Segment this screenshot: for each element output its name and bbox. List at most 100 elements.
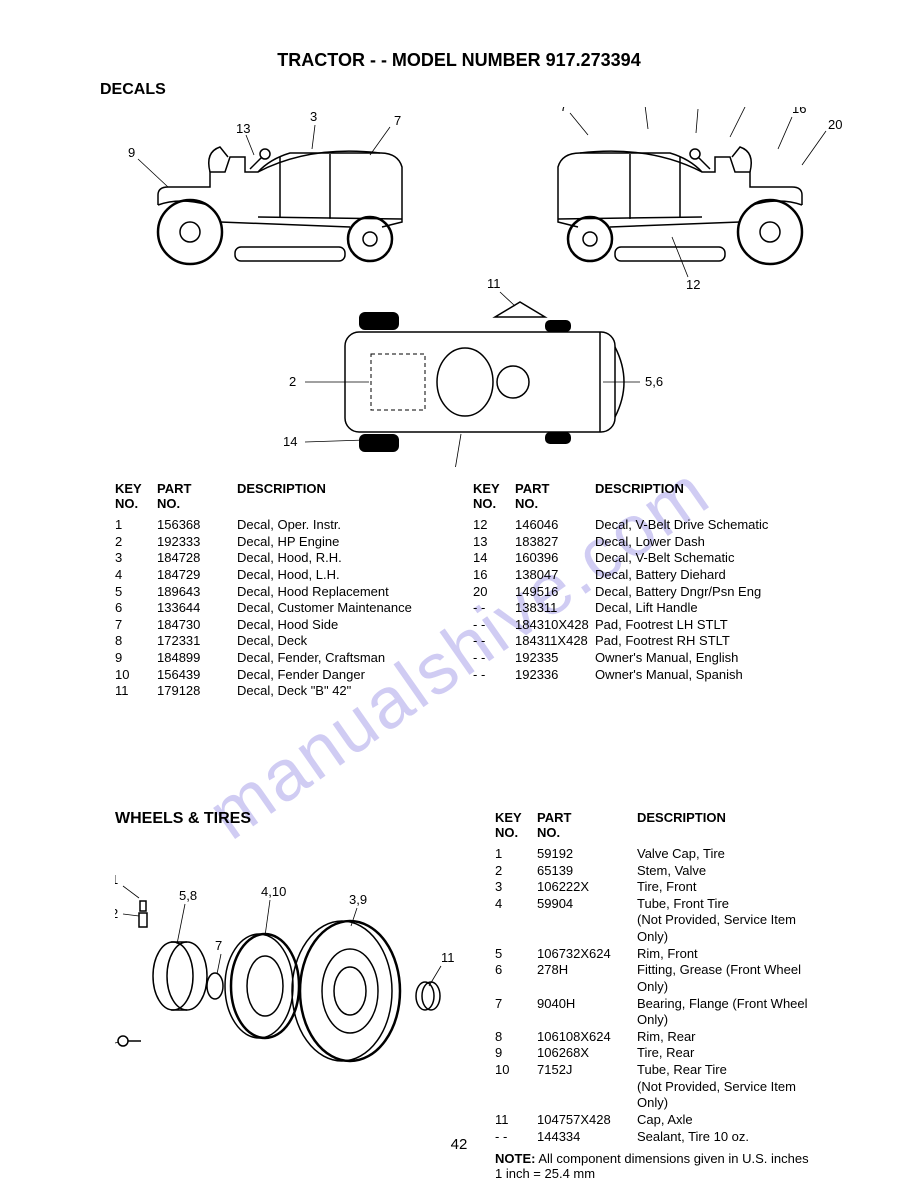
cell-key: 20 [473, 584, 515, 601]
cell-desc: Decal, Customer Maintenance [237, 600, 445, 617]
cell-desc: Tire, Front [637, 879, 818, 896]
cell-part: 156439 [157, 667, 237, 684]
cell-part: 192336 [515, 667, 595, 684]
cell-key: 3 [495, 879, 537, 896]
svg-text:20: 20 [828, 117, 842, 132]
cell-part: 184728 [157, 550, 237, 567]
cell-part: 183827 [515, 534, 595, 551]
wheels-note: NOTE: All component dimensions given in … [495, 1151, 818, 1181]
cell-desc: Decal, Fender, Craftsman [237, 650, 445, 667]
cell-desc: Decal, V-Belt Drive Schematic [595, 517, 803, 534]
svg-text:5,8: 5,8 [179, 888, 197, 903]
cell-part: 192333 [157, 534, 237, 551]
cell-desc: Pad, Footrest LH STLT [595, 617, 803, 634]
svg-text:13: 13 [236, 121, 250, 136]
cell-desc: Decal, Hood, L.H. [237, 567, 445, 584]
wheels-title: WHEELS & TIRES [115, 810, 475, 828]
cell-key: 10 [115, 667, 157, 684]
svg-text:7: 7 [215, 938, 222, 953]
table-row: - -184310X428Pad, Footrest LH STLT [473, 617, 803, 634]
table-row: 5106732X624Rim, Front [495, 946, 818, 963]
cell-part: 133644 [157, 600, 237, 617]
cell-key: - - [473, 600, 515, 617]
cell-key: 7 [115, 617, 157, 634]
decals-left-column: KEYNO. PARTNO. DESCRIPTION 1156368Decal,… [115, 481, 445, 700]
cell-desc: Decal, Deck "B" 42" [237, 683, 445, 700]
cell-part: 59192 [537, 846, 637, 863]
cell-key [495, 912, 537, 945]
cell-key: 9 [115, 650, 157, 667]
cell-desc: Pad, Footrest RH STLT [595, 633, 803, 650]
svg-text:3,9: 3,9 [349, 892, 367, 907]
col-head-part: PARTNO. [537, 810, 637, 840]
table-row: - -192336Owner's Manual, Spanish [473, 667, 803, 684]
table-row: 3106222XTire, Front [495, 879, 818, 896]
cell-key: 5 [495, 946, 537, 963]
svg-text:2: 2 [115, 906, 118, 921]
cell-key: 9 [495, 1045, 537, 1062]
note-label: NOTE: [495, 1151, 535, 1166]
cell-key: 1 [495, 846, 537, 863]
cell-part: 146046 [515, 517, 595, 534]
cell-part: 192335 [515, 650, 595, 667]
cell-desc: Decal, Battery Dngr/Psn Eng [595, 584, 803, 601]
cell-key: 10 [495, 1062, 537, 1079]
cell-key: 16 [473, 567, 515, 584]
svg-text:16: 16 [792, 107, 806, 116]
cell-desc: Decal, Hood Replacement [237, 584, 445, 601]
table-row: - -192335Owner's Manual, English [473, 650, 803, 667]
svg-text:11: 11 [487, 276, 501, 291]
cell-desc: Decal, Lower Dash [595, 534, 803, 551]
decals-right-column: KEYNO. PARTNO. DESCRIPTION 12146046Decal… [473, 481, 803, 700]
table-row: 13183827Decal, Lower Dash [473, 534, 803, 551]
svg-text:1: 1 [115, 872, 118, 887]
table-row: 9106268XTire, Rear [495, 1045, 818, 1062]
cell-key [495, 1079, 537, 1112]
cell-part: 184899 [157, 650, 237, 667]
cell-key: 14 [473, 550, 515, 567]
cell-key: 7 [495, 996, 537, 1013]
col-head-part: PARTNO. [515, 481, 595, 511]
cell-desc: Tube, Rear Tire [637, 1062, 818, 1079]
cell-key [495, 1012, 537, 1029]
table-row: 10156439Decal, Fender Danger [115, 667, 445, 684]
cell-key: 13 [473, 534, 515, 551]
table-row: - -184311X428Pad, Footrest RH STLT [473, 633, 803, 650]
cell-part: 106222X [537, 879, 637, 896]
svg-text:9: 9 [128, 145, 135, 160]
cell-desc: (Not Provided, Service Item Only) [637, 1079, 818, 1112]
table-row: 8172331Decal, Deck [115, 633, 445, 650]
cell-desc: Decal, Fender Danger [237, 667, 445, 684]
cell-desc: Decal, Hood Side [237, 617, 445, 634]
table-row: 3184728Decal, Hood, R.H. [115, 550, 445, 567]
table-row: 79040HBearing, Flange (Front Wheel [495, 996, 818, 1013]
svg-text:7: 7 [394, 113, 401, 128]
page-content: TRACTOR - - MODEL NUMBER 917.273394 DECA… [0, 0, 918, 1188]
table-row: (Not Provided, Service Item Only) [495, 1079, 818, 1112]
table-row: 9184899Decal, Fender, Craftsman [115, 650, 445, 667]
cell-key: 2 [115, 534, 157, 551]
col-head-desc: DESCRIPTION [637, 810, 818, 840]
cell-part [537, 1079, 637, 1112]
cell-part: 59904 [537, 896, 637, 913]
table-row: 2192333Decal, HP Engine [115, 534, 445, 551]
table-row: 12146046Decal, V-Belt Drive Schematic [473, 517, 803, 534]
table-row: 11179128Decal, Deck "B" 42" [115, 683, 445, 700]
table-row: 107152JTube, Rear Tire [495, 1062, 818, 1079]
table-row: 14160396Decal, V-Belt Schematic [473, 550, 803, 567]
cell-part: 172331 [157, 633, 237, 650]
cell-part: 156368 [157, 517, 237, 534]
cell-desc: Decal, Hood, R.H. [237, 550, 445, 567]
table-row: 11104757X428Cap, Axle [495, 1112, 818, 1129]
page-number: 42 [0, 1136, 918, 1153]
cell-desc: (Not Provided, Service Item Only) [637, 912, 818, 945]
cell-part [537, 1012, 637, 1029]
cell-part: 7152J [537, 1062, 637, 1079]
cell-desc: Decal, V-Belt Schematic [595, 550, 803, 567]
table-row: 4184729Decal, Hood, L.H. [115, 567, 445, 584]
cell-desc: Only) [637, 1012, 818, 1029]
cell-desc: Valve Cap, Tire [637, 846, 818, 863]
cell-part: 106268X [537, 1045, 637, 1062]
col-head-key: KEYNO. [115, 481, 157, 511]
wheels-diagram: 1 2 5,8 4,10 7 3,9 11 6 [115, 846, 475, 1096]
